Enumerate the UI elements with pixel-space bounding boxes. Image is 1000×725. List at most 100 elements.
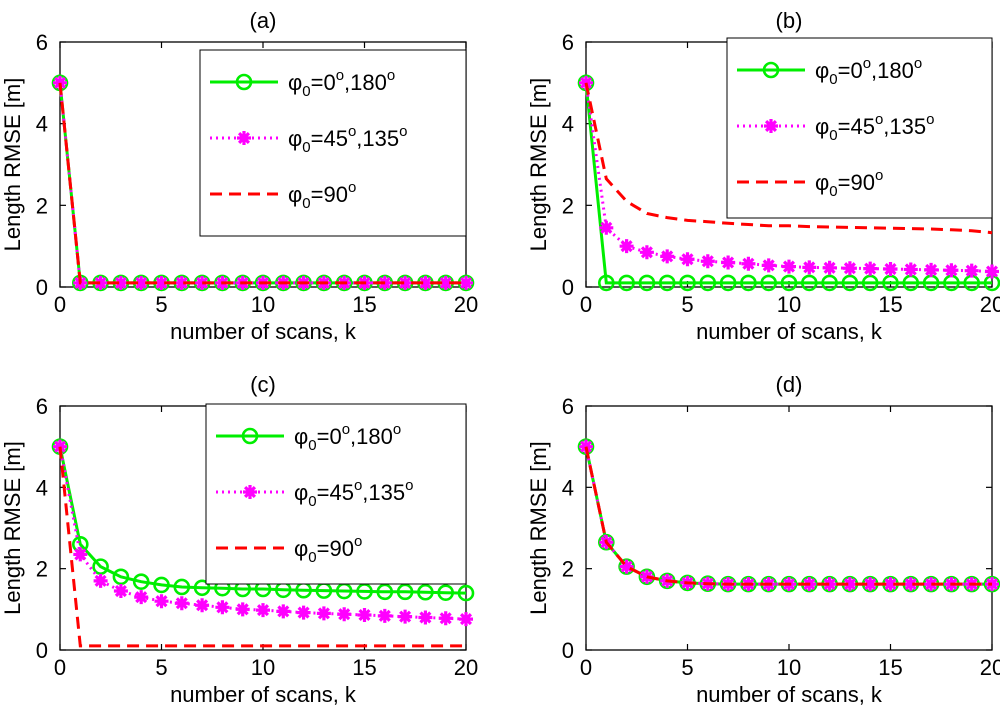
- data-point-core: [441, 278, 450, 287]
- series-line: [584, 446, 992, 586]
- y-tick-label: 2: [562, 557, 574, 582]
- subplot-title: (d): [776, 372, 803, 397]
- data-point-core: [96, 576, 105, 585]
- data-point-core: [259, 606, 267, 615]
- data-point-core: [622, 242, 631, 251]
- data-point: [597, 274, 615, 292]
- data-point: [679, 274, 696, 292]
- series-2: [579, 439, 999, 592]
- x-tick-label: 0: [54, 292, 66, 317]
- data-point-core: [785, 262, 793, 271]
- data-point-core: [96, 278, 105, 287]
- x-tick-label: 10: [777, 292, 801, 317]
- y-tick-label: 6: [562, 394, 574, 419]
- data-point: [193, 579, 211, 597]
- data-point: [376, 583, 394, 601]
- y-tick-label: 6: [36, 30, 48, 55]
- legend: φ0=0o,180o φ0=45o,135o φ0=90o: [726, 37, 993, 219]
- y-tick-label: 0: [36, 275, 48, 300]
- x-tick-label: 0: [54, 655, 66, 680]
- y-tick-label: 2: [36, 557, 48, 582]
- legend-label-3: φ0=90o: [288, 179, 356, 212]
- data-point: [618, 274, 635, 292]
- data-point-core: [967, 266, 976, 275]
- subplot-b: (b) 0 5 10 15 20 0 2 4 6 number of scans, k Length …: [526, 8, 1000, 344]
- data-point: [699, 274, 717, 292]
- data-point: [437, 584, 455, 601]
- data-point: [112, 568, 130, 586]
- data-point-core: [279, 607, 288, 616]
- data-point-core: [825, 580, 834, 589]
- legend: φ0=0o,180o φ0=45o,135o φ0=90o: [205, 403, 467, 585]
- legend: φ0=0o,180o φ0=45o,135o φ0=90o: [199, 49, 467, 237]
- series-3: [58, 446, 466, 648]
- data-point-core: [218, 603, 227, 612]
- legend-marker-core: [767, 122, 775, 130]
- data-point-core: [319, 609, 328, 618]
- x-tick-label: 15: [352, 655, 376, 680]
- data-point: [800, 274, 818, 292]
- series-3: [58, 82, 466, 285]
- x-tick-label: 5: [155, 655, 167, 680]
- data-point-core: [421, 278, 430, 287]
- legend-label-1: φ0=0o,180o: [815, 55, 922, 88]
- data-point-core: [683, 255, 692, 264]
- x-tick-label: 20: [454, 655, 478, 680]
- y-axis-label: Length RMSE [m]: [526, 78, 551, 252]
- y-tick-label: 0: [36, 638, 48, 663]
- data-point-core: [340, 610, 349, 619]
- x-axis-label: number of scans, k: [170, 682, 357, 707]
- data-point: [760, 274, 778, 292]
- data-point-core: [76, 550, 85, 559]
- data-point-core: [177, 278, 186, 287]
- data-point-core: [238, 605, 247, 614]
- data-point-core: [805, 263, 814, 272]
- y-tick-label: 6: [36, 394, 48, 419]
- data-point: [92, 558, 109, 575]
- x-axis-label: number of scans, k: [170, 319, 357, 344]
- subplot-title: (a): [250, 8, 277, 33]
- subplot-title: (b): [776, 8, 803, 33]
- data-point: [821, 274, 838, 292]
- data-point-core: [602, 223, 611, 232]
- data-point-core: [764, 261, 773, 270]
- data-point-core: [663, 252, 672, 261]
- data-point-core: [137, 593, 146, 602]
- x-tick-label: 10: [251, 655, 275, 680]
- series-2: [53, 439, 473, 627]
- data-point: [153, 576, 170, 594]
- x-tick-label: 0: [580, 655, 592, 680]
- data-point-core: [866, 580, 875, 589]
- data-point-core: [927, 265, 936, 274]
- data-point-core: [198, 278, 207, 287]
- data-point-core: [906, 265, 915, 274]
- series-line: [584, 446, 992, 586]
- data-point-core: [886, 580, 895, 589]
- x-tick-label: 15: [352, 292, 376, 317]
- x-axis-label: number of scans, k: [696, 682, 883, 707]
- data-point: [173, 578, 191, 596]
- data-point-core: [724, 258, 733, 267]
- series-1: [577, 74, 1000, 292]
- subplot-a: (a) 0 5 10 15 20 0 2 4 6 number of scans, k Length …: [0, 8, 478, 344]
- legend-marker-core: [246, 488, 254, 496]
- data-point-core: [157, 278, 166, 287]
- data-point-core: [56, 442, 64, 451]
- data-point: [740, 274, 757, 292]
- legend-label-1: φ0=0o,180o: [288, 67, 395, 100]
- series-line: [58, 446, 466, 648]
- data-point-core: [988, 267, 996, 276]
- series-line: [58, 82, 466, 285]
- x-axis-label: number of scans, k: [696, 319, 883, 344]
- data-point: [132, 573, 150, 590]
- data-point-core: [441, 614, 450, 623]
- data-point-core: [157, 597, 166, 606]
- axes-box: [585, 405, 993, 651]
- data-point-core: [947, 266, 956, 275]
- data-point: [417, 583, 434, 601]
- data-point-core: [421, 613, 430, 622]
- data-point: [780, 274, 798, 292]
- data-point: [396, 583, 414, 601]
- data-point-core: [744, 259, 753, 268]
